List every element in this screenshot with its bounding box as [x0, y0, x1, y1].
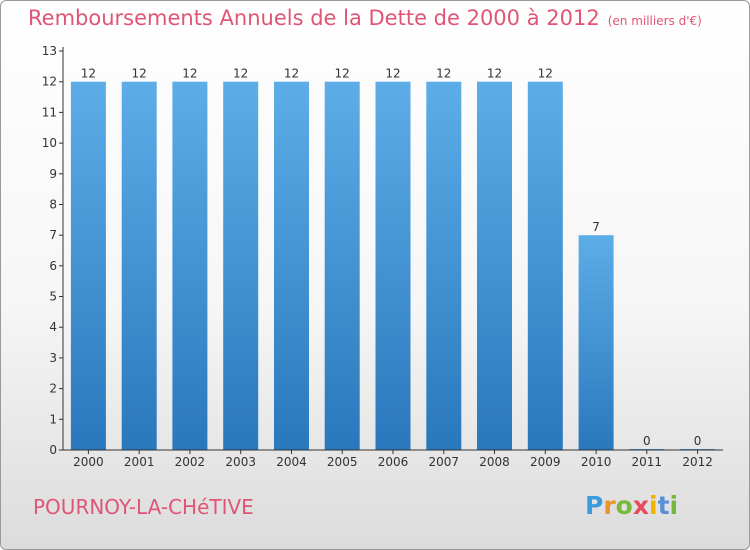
bar-2008: [477, 81, 512, 450]
y-tick-label-6: 6: [49, 259, 57, 273]
axes-layer: [59, 47, 723, 454]
value-label-2005: 12: [335, 67, 350, 81]
x-tick-label-2000: 2000: [73, 455, 104, 469]
x-tick-label-2004: 2004: [276, 455, 307, 469]
labels-layer: 1220001220011220021220031220041220051220…: [42, 44, 713, 469]
logo-letter: i: [669, 491, 679, 520]
y-tick-label-5: 5: [49, 290, 57, 304]
x-tick-label-2006: 2006: [378, 455, 409, 469]
value-label-2003: 12: [233, 67, 248, 81]
bar-2001: [121, 81, 157, 450]
bar-2004: [274, 81, 309, 450]
y-tick-label-1: 1: [49, 412, 57, 426]
bar-2009: [527, 81, 563, 450]
value-label-2006: 12: [385, 67, 400, 81]
y-tick-label-12: 12: [42, 75, 57, 89]
bar-2005: [324, 81, 360, 450]
value-label-2001: 12: [132, 67, 147, 81]
value-label-2007: 12: [436, 67, 451, 81]
value-label-2009: 12: [538, 67, 553, 81]
x-tick-label-2011: 2011: [632, 455, 663, 469]
proxiti-logo: Proxiti: [585, 491, 678, 520]
bars-layer: [70, 81, 716, 450]
x-tick-label-2002: 2002: [175, 455, 206, 469]
x-tick-label-2010: 2010: [581, 455, 612, 469]
x-tick-label-2001: 2001: [124, 455, 155, 469]
logo-letter: t: [657, 491, 670, 520]
value-label-2004: 12: [284, 67, 299, 81]
logo-letter: o: [615, 491, 633, 520]
chart-title: Remboursements Annuels de la Dette de 20…: [28, 6, 600, 30]
chart-unit: (en milliers d'€): [607, 14, 702, 28]
y-tick-label-4: 4: [49, 320, 57, 334]
logo-letter: P: [585, 491, 604, 520]
x-tick-label-2012: 2012: [682, 455, 713, 469]
bar-2010: [578, 235, 614, 450]
y-tick-label-8: 8: [49, 198, 57, 212]
bar-2002: [172, 81, 208, 450]
value-label-2012: 0: [694, 434, 702, 448]
x-tick-label-2003: 2003: [225, 455, 256, 469]
x-tick-label-2005: 2005: [327, 455, 358, 469]
bar-2000: [70, 81, 106, 450]
y-tick-label-0: 0: [49, 443, 57, 457]
logo-letter: r: [603, 491, 616, 520]
logo-letter: i: [649, 491, 658, 520]
value-label-2002: 12: [182, 67, 197, 81]
value-label-2000: 12: [81, 67, 96, 81]
bar-2003: [223, 81, 259, 450]
logo-letter: x: [632, 491, 649, 520]
value-label-2010: 7: [592, 220, 600, 234]
bar-2006: [375, 81, 411, 450]
y-tick-label-2: 2: [49, 382, 57, 396]
value-label-2011: 0: [643, 434, 651, 448]
x-tick-label-2009: 2009: [530, 455, 561, 469]
y-tick-label-13: 13: [42, 44, 57, 58]
value-label-2008: 12: [487, 67, 502, 81]
title-row: Remboursements Annuels de la Dette de 20…: [28, 6, 702, 30]
commune-name: POURNOY-LA-CHéTIVE: [33, 495, 254, 519]
x-tick-label-2008: 2008: [479, 455, 510, 469]
y-tick-label-10: 10: [42, 136, 57, 150]
y-tick-label-7: 7: [49, 228, 57, 242]
x-tick-label-2007: 2007: [429, 455, 460, 469]
y-tick-label-3: 3: [49, 351, 57, 365]
bar-2007: [426, 81, 462, 450]
y-tick-label-9: 9: [49, 167, 57, 181]
y-tick-label-11: 11: [42, 105, 57, 119]
